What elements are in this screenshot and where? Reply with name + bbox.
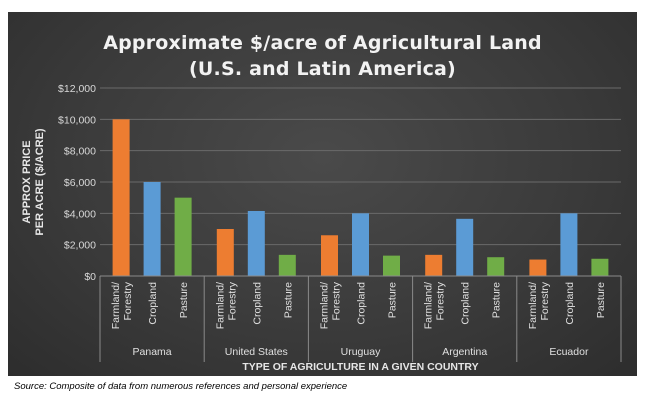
x-category-label: Pasture <box>282 282 294 318</box>
bar <box>112 119 130 276</box>
x-group-label: Ecuador <box>549 346 589 358</box>
bar <box>352 213 369 276</box>
x-category-label: Farmland/Forestry <box>319 281 343 329</box>
bar-chart: $0 $2,000 $4,000 $6,000 $8,000 $10,000 $12,000… <box>21 83 622 373</box>
x-category-label: Farmland/Forestry <box>110 281 134 329</box>
x-category-label: Cropland <box>460 282 472 325</box>
bar <box>425 254 443 276</box>
source-note: Source: Composite of data from numerous … <box>14 381 348 392</box>
x-category-label: Farmland/Forestry <box>527 281 551 329</box>
x-category-label: Farmland/Forestry <box>423 281 447 329</box>
x-category-label: Cropland <box>251 282 263 325</box>
bar <box>216 229 234 276</box>
chart-panel: Approximate $/acre of Agricultural Land … <box>8 12 637 376</box>
y-tick-label: $10,000 <box>58 114 96 126</box>
bar <box>591 258 609 276</box>
y-tick-label: $0 <box>84 271 96 283</box>
x-category-label: Cropland <box>147 282 159 325</box>
y-axis-label: APPROX PRICEPER ACRE ($/ACRE) <box>21 128 46 235</box>
chart-title-line-2: (U.S. and Latin America) <box>189 58 456 80</box>
y-tick-label: $8,000 <box>64 146 96 158</box>
y-tick-label: $12,000 <box>58 83 96 95</box>
bar <box>456 218 474 276</box>
bar <box>247 210 265 276</box>
x-category-label: Pasture <box>178 282 190 318</box>
y-tick-label: $4,000 <box>64 208 96 220</box>
x-category-label: Cropland <box>356 282 368 325</box>
bar <box>143 182 161 276</box>
bar <box>560 213 578 276</box>
bar <box>529 259 547 276</box>
x-category-label: Cropland <box>564 282 576 325</box>
x-group-label: Panama <box>133 346 172 358</box>
bar <box>487 257 505 276</box>
x-group-label: Argentina <box>442 346 487 358</box>
x-category-label: Farmland/Forestry <box>214 281 238 329</box>
y-tick-label: $2,000 <box>64 240 96 252</box>
x-axis-label: TYPE OF AGRICULTURE IN A GIVEN COUNTRY <box>242 361 478 373</box>
bar <box>174 197 192 276</box>
y-tick-label: $6,000 <box>64 177 96 189</box>
chart-title-line-1: Approximate $/acre of Agricultural Land <box>103 32 542 54</box>
x-group-label: Uruguay <box>341 346 381 358</box>
bar <box>278 254 296 276</box>
x-group-label: United States <box>225 346 288 358</box>
x-category-label: Pasture <box>387 282 399 318</box>
x-category-label: Pasture <box>491 282 503 318</box>
bar <box>321 235 338 276</box>
bar <box>383 255 400 276</box>
x-category-label: Pasture <box>595 282 607 318</box>
